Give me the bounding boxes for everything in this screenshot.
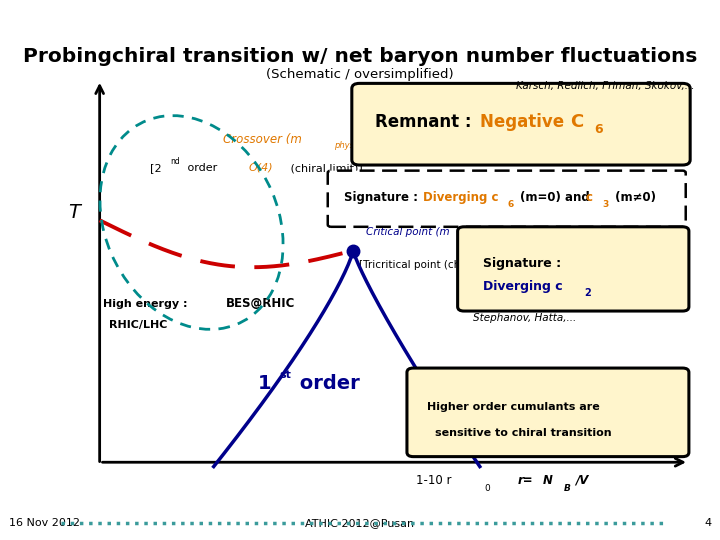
Text: 3: 3 — [602, 200, 608, 209]
Text: [Tricritical point (chiral limit)]: [Tricritical point (chiral limit)] — [359, 260, 512, 270]
Text: 4: 4 — [704, 518, 711, 528]
Text: Remnant :: Remnant : — [375, 113, 477, 131]
Text: sensitive to chiral transition: sensitive to chiral transition — [436, 428, 612, 438]
Text: BES@RHIC: BES@RHIC — [226, 296, 296, 310]
Text: Signature :: Signature : — [483, 257, 561, 270]
Text: phys: phys — [334, 141, 354, 150]
Text: [2: [2 — [150, 163, 162, 173]
Text: /V: /V — [575, 474, 588, 487]
Text: Stephanov, Hatta,...: Stephanov, Hatta,... — [474, 313, 577, 323]
Text: $T$: $T$ — [68, 203, 83, 222]
Text: (m≠0): (m≠0) — [611, 191, 656, 204]
Text: Critical point (m: Critical point (m — [366, 227, 449, 237]
Text: order: order — [293, 374, 360, 393]
Text: 6: 6 — [507, 200, 513, 209]
Text: N: N — [543, 474, 553, 487]
Text: Karsch, Redlich, Friman, Skokov,...: Karsch, Redlich, Friman, Skokov,... — [516, 82, 694, 91]
Text: O(4): O(4) — [248, 163, 273, 173]
Text: ATHIC 2012@Pusan: ATHIC 2012@Pusan — [305, 518, 415, 528]
Text: Diverging c: Diverging c — [483, 280, 562, 293]
Text: (m=0) and: (m=0) and — [520, 191, 593, 204]
Text: Signature :: Signature : — [343, 191, 422, 204]
Text: ): ) — [532, 227, 536, 237]
Text: 16 Nov 2012: 16 Nov 2012 — [9, 518, 80, 528]
Text: order: order — [184, 163, 220, 173]
Text: 6: 6 — [595, 123, 603, 136]
Text: nd: nd — [171, 157, 181, 166]
Text: Diverging c: Diverging c — [423, 191, 498, 204]
FancyBboxPatch shape — [458, 227, 689, 311]
Text: ): ) — [358, 132, 362, 146]
Text: (chiral limit)]: (chiral limit)] — [287, 163, 362, 173]
Text: Crossover (m: Crossover (m — [223, 132, 302, 146]
FancyBboxPatch shape — [328, 171, 685, 227]
Text: st: st — [279, 370, 291, 380]
Text: c: c — [585, 191, 593, 204]
Text: Probingchiral transition w/ net baryon number fluctuations: Probingchiral transition w/ net baryon n… — [23, 47, 697, 66]
Text: High energy :: High energy : — [103, 299, 187, 309]
Text: 0: 0 — [485, 484, 490, 493]
Text: 2: 2 — [585, 288, 591, 298]
Text: r=: r= — [518, 474, 534, 487]
FancyBboxPatch shape — [407, 368, 689, 457]
Text: RHIC/LHC: RHIC/LHC — [109, 320, 168, 330]
FancyBboxPatch shape — [352, 83, 690, 165]
Text: 1: 1 — [258, 374, 271, 393]
Text: B: B — [564, 484, 571, 493]
Text: phys: phys — [508, 234, 526, 242]
Text: (Schematic / oversimplified): (Schematic / oversimplified) — [266, 68, 454, 81]
Text: 1-10 r: 1-10 r — [416, 474, 452, 487]
Text: Higher order cumulants are: Higher order cumulants are — [427, 402, 600, 413]
Text: Kenji Morita: Kenji Morita — [9, 14, 122, 32]
Text: Negative: Negative — [480, 113, 570, 131]
Text: C: C — [570, 113, 584, 131]
